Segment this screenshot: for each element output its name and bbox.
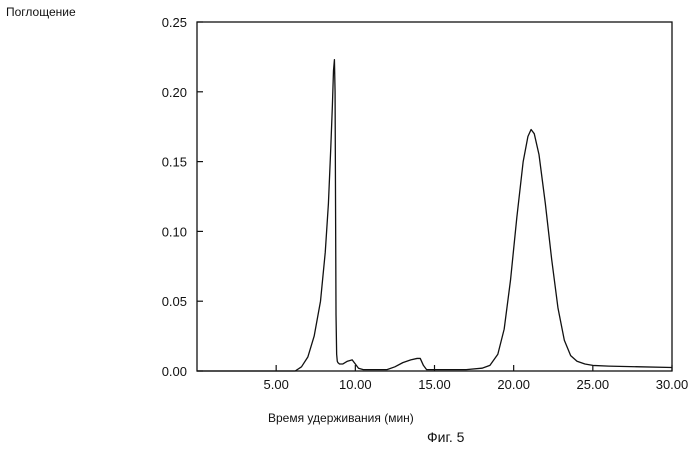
y-tick-label: 0.25 [162, 15, 187, 30]
plot-frame [197, 22, 672, 371]
x-tick-label: 10.00 [339, 377, 372, 392]
figure-caption: Фиг. 5 [427, 429, 465, 445]
y-tick-label: 0.00 [162, 364, 187, 379]
y-tick-label: 0.15 [162, 155, 187, 170]
x-tick-label: 15.00 [418, 377, 451, 392]
y-axis-label: Поглощение [6, 5, 76, 19]
y-tick-label: 0.05 [162, 294, 187, 309]
y-tick-label: 0.10 [162, 224, 187, 239]
x-tick-label: 5.00 [264, 377, 289, 392]
y-tick-label: 0.20 [162, 85, 187, 100]
x-tick-label: 20.00 [497, 377, 530, 392]
x-tick-label: 30.00 [656, 377, 689, 392]
x-axis-label: Время удерживания (мин) [268, 411, 414, 425]
x-tick-label: 25.00 [577, 377, 610, 392]
series-line [197, 60, 672, 371]
